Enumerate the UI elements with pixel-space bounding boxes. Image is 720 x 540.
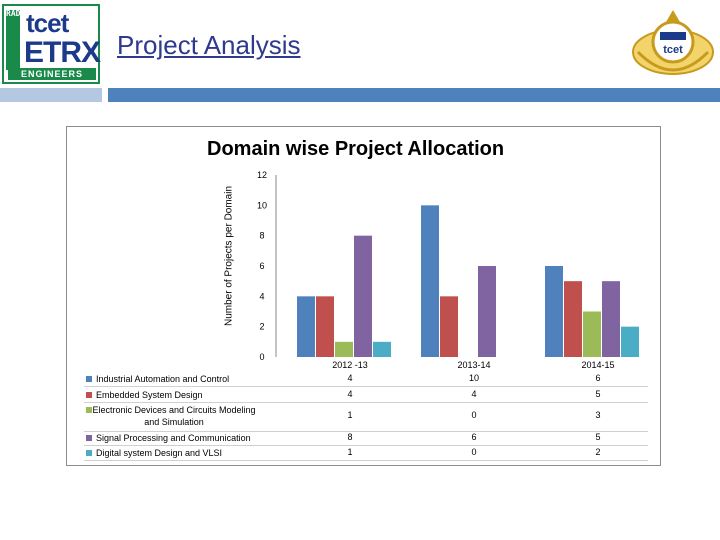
legend-entry: Signal Processing and Communication: [96, 433, 251, 443]
legend-entry: Industrial Automation and Control: [96, 374, 230, 384]
data-label: 4: [347, 389, 353, 399]
logo-etrx-text: ETRX: [24, 36, 101, 69]
bar: [621, 326, 639, 357]
bar: [316, 296, 334, 357]
data-label: 5: [595, 432, 601, 442]
table-divider: [84, 402, 648, 403]
legend-entry: Digital system Design and VLSI: [96, 448, 223, 458]
header-accent-bar-light: [0, 88, 102, 102]
y-tick-label: 6: [259, 261, 264, 271]
x-category-label: 2012 -13: [332, 360, 368, 370]
x-category-label: 2013-14: [457, 360, 491, 370]
bar: [297, 296, 315, 357]
bar: [373, 341, 391, 357]
data-label: 0: [471, 410, 477, 420]
y-tick-label: 4: [259, 291, 264, 301]
data-label: 0: [471, 447, 477, 457]
data-label: 3: [595, 410, 601, 420]
bar: [440, 296, 458, 357]
x-category-label: 2014-15: [581, 360, 615, 370]
data-label: 5: [595, 389, 601, 399]
tcet-seal-icon: tcet: [632, 10, 714, 75]
page-title: Project Analysis: [117, 30, 301, 60]
logo-tcet-text: tcet: [26, 8, 69, 38]
bar: [602, 281, 620, 357]
data-label: 1: [347, 447, 353, 457]
logo-engineers-text: ENGINEERS: [8, 68, 96, 80]
legend-swatch: [86, 392, 92, 398]
y-tick-label: 12: [257, 170, 267, 180]
table-divider: [84, 445, 648, 446]
bar: [583, 311, 601, 357]
data-label: 6: [471, 432, 477, 442]
data-label: 1: [347, 410, 353, 420]
y-tick-label: 2: [259, 322, 264, 332]
etrx-logo: RADIANT tcet ETRX ENGINEERS: [2, 4, 101, 84]
legend-entry: Embedded System Design: [96, 390, 203, 400]
legend-swatch: [86, 450, 92, 456]
bar: [421, 205, 439, 357]
legend-entry: Electronic Devices and Circuits Modeling…: [92, 405, 256, 427]
bar: [545, 266, 563, 357]
table-divider: [84, 386, 648, 387]
seal-text: tcet: [663, 44, 683, 56]
chart-title: Domain wise Project Allocation: [207, 138, 505, 160]
y-tick-label: 8: [259, 231, 264, 241]
bar: [478, 266, 496, 357]
legend-swatch: [86, 376, 92, 382]
logo-vertical-text: RADIANT: [6, 10, 20, 70]
data-label: 2: [595, 447, 601, 457]
data-label: 10: [468, 373, 479, 383]
data-label: 8: [347, 432, 353, 442]
data-label: 4: [347, 373, 353, 383]
table-divider: [84, 431, 648, 432]
bar: [354, 235, 372, 357]
header-accent-bar: [108, 88, 720, 102]
bar: [335, 341, 353, 357]
data-label: 6: [595, 373, 601, 383]
y-tick-label: 10: [257, 200, 267, 210]
legend-swatch: [86, 435, 92, 441]
y-tick-label: 0: [259, 352, 264, 362]
bar: [564, 281, 582, 357]
table-divider: [84, 460, 648, 461]
legend-swatch: [86, 407, 92, 413]
data-label: 4: [471, 389, 477, 399]
